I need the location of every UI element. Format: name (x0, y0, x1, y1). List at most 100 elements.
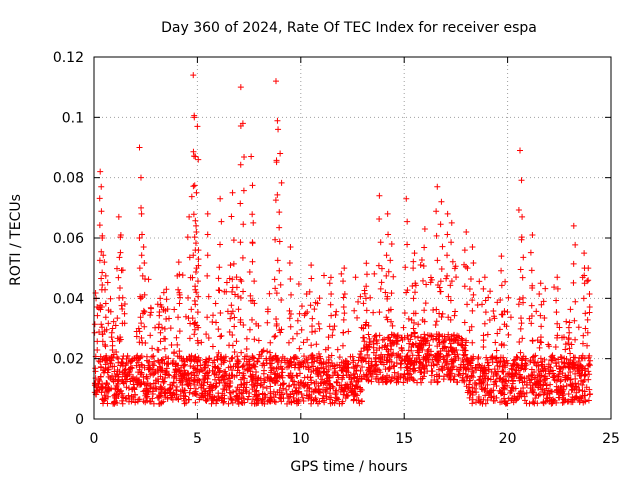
data-point (211, 363, 218, 370)
data-point-peak (566, 319, 573, 326)
data-point (267, 339, 274, 346)
data-point (147, 332, 154, 339)
data-point (120, 379, 127, 386)
data-point (570, 279, 577, 286)
data-point (138, 204, 145, 211)
data-point-peak (115, 213, 122, 220)
data-point (174, 272, 181, 279)
data-point (447, 297, 454, 304)
data-point (556, 365, 563, 372)
data-point (528, 320, 535, 327)
data-point (510, 362, 517, 369)
data-point (528, 302, 535, 309)
data-point (229, 367, 236, 374)
data-point (241, 399, 248, 406)
data-point (273, 290, 280, 297)
data-point-peak (117, 231, 124, 238)
data-point (417, 261, 424, 268)
data-point (272, 285, 279, 292)
data-point-peak (469, 244, 476, 251)
data-point (429, 356, 436, 363)
data-point (230, 237, 237, 244)
data-point (450, 376, 457, 383)
data-point (215, 390, 222, 397)
data-point (354, 378, 361, 385)
data-point (542, 285, 549, 292)
data-point (211, 369, 218, 376)
data-point (473, 389, 480, 396)
data-point-peak (411, 250, 418, 257)
data-point (177, 388, 184, 395)
data-point (309, 315, 316, 322)
data-point (393, 337, 400, 344)
data-point (419, 277, 426, 284)
data-point (201, 361, 208, 368)
data-point (104, 279, 111, 286)
data-point (506, 370, 513, 377)
data-point (138, 334, 145, 341)
data-point (393, 379, 400, 386)
data-point (440, 338, 447, 345)
data-point (108, 354, 115, 361)
data-point (316, 295, 323, 302)
data-point (232, 397, 239, 404)
data-point (352, 390, 359, 397)
data-point (280, 385, 287, 392)
data-point (536, 391, 543, 398)
data-point (497, 389, 504, 396)
data-point (534, 400, 541, 407)
data-point (306, 288, 313, 295)
data-point (109, 347, 116, 354)
data-point (246, 326, 253, 333)
data-point (491, 366, 498, 373)
data-point (328, 291, 335, 298)
data-point (163, 316, 170, 323)
data-point (521, 362, 528, 369)
data-point (484, 397, 491, 404)
data-point (123, 384, 130, 391)
data-point (203, 356, 210, 363)
data-point-peak (517, 147, 524, 154)
data-point (565, 340, 572, 347)
gridlines (94, 57, 611, 419)
data-point (492, 339, 499, 346)
data-point (116, 254, 123, 261)
data-point (334, 361, 341, 368)
data-point (286, 259, 293, 266)
data-point (415, 321, 422, 328)
data-point (434, 378, 441, 385)
data-point (175, 314, 182, 321)
data-point (255, 337, 262, 344)
data-point (273, 322, 280, 329)
data-point (143, 391, 150, 398)
data-point (300, 397, 307, 404)
data-point (192, 240, 199, 247)
data-point (332, 397, 339, 404)
data-point (326, 390, 333, 397)
data-point (198, 382, 205, 389)
data-point (375, 355, 382, 362)
data-point (99, 324, 106, 331)
data-point (328, 352, 335, 359)
data-point (555, 356, 562, 363)
data-point-peak (434, 183, 441, 190)
data-point (229, 389, 236, 396)
data-point (366, 335, 373, 342)
data-point (127, 358, 134, 365)
data-point (422, 300, 429, 307)
data-point (182, 313, 189, 320)
data-point (287, 311, 294, 318)
data-point (358, 375, 365, 382)
data-point (278, 297, 285, 304)
data-point (218, 377, 225, 384)
data-point (521, 393, 528, 400)
data-point (267, 349, 274, 356)
data-point (586, 291, 593, 298)
data-point (582, 392, 589, 399)
data-point (243, 346, 250, 353)
data-point (195, 376, 202, 383)
data-point (554, 285, 561, 292)
data-point (226, 328, 233, 335)
data-point-peak (109, 325, 116, 332)
data-point (296, 345, 303, 352)
